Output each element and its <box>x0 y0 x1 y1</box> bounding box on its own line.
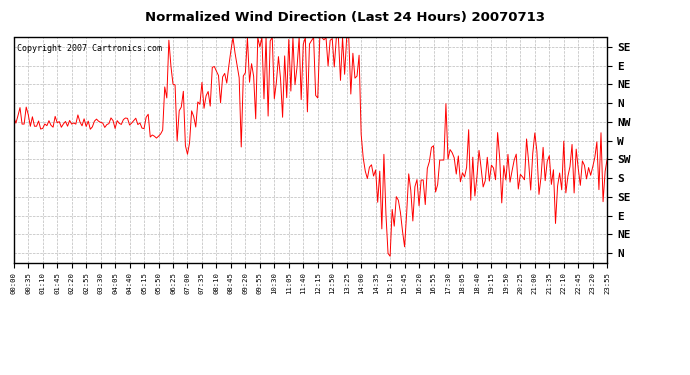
Text: Copyright 2007 Cartronics.com: Copyright 2007 Cartronics.com <box>17 44 161 53</box>
Text: Normalized Wind Direction (Last 24 Hours) 20070713: Normalized Wind Direction (Last 24 Hours… <box>145 11 545 24</box>
